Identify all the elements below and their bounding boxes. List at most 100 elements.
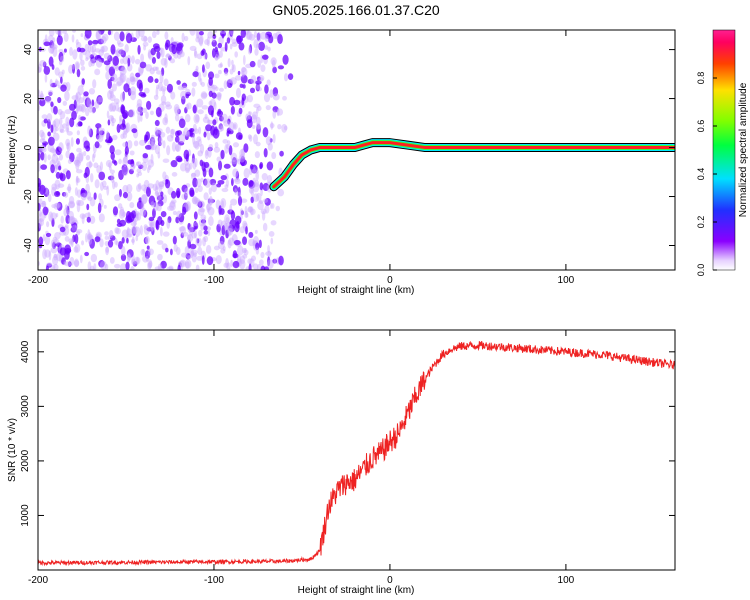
noise-dot <box>80 59 85 67</box>
noise-dot <box>72 30 77 33</box>
noise-dot <box>266 79 271 86</box>
noise-dot <box>266 161 274 171</box>
noise-dot <box>138 30 145 37</box>
noise-dot <box>80 104 86 113</box>
noise-dot <box>203 53 208 60</box>
noise-dot <box>269 122 275 129</box>
noise-dot <box>66 186 72 192</box>
noise-dot <box>203 131 207 138</box>
snr-frame <box>37 329 676 571</box>
noise-dot <box>55 78 58 86</box>
noise-dot <box>170 199 177 204</box>
noise-dot <box>231 157 237 168</box>
noise-dot <box>172 210 177 216</box>
noise-dot <box>71 34 75 43</box>
noise-dot <box>122 191 128 199</box>
noise-dot <box>201 92 208 98</box>
noise-dot <box>259 182 264 191</box>
noise-dot <box>113 98 120 105</box>
noise-dot <box>240 74 248 84</box>
noise-dot <box>90 58 96 67</box>
noise-dot <box>176 157 183 163</box>
noise-dot <box>111 83 117 92</box>
noise-dot <box>241 70 245 78</box>
noise-dot <box>193 50 198 59</box>
noise-dot <box>197 138 202 147</box>
noise-dot <box>197 201 203 208</box>
noise-dot <box>171 172 178 177</box>
noise-dot <box>181 206 187 216</box>
noise-dot <box>79 116 86 121</box>
noise-dot <box>48 91 53 96</box>
noise-dot <box>216 223 221 233</box>
noise-dot <box>217 123 223 133</box>
noise-dot <box>67 261 72 267</box>
noise-dot <box>65 127 70 133</box>
noise-dot <box>206 132 211 141</box>
noise-dot <box>105 246 110 256</box>
noise-dot <box>249 87 256 94</box>
noise-dot <box>114 237 118 245</box>
noise-dot <box>154 126 159 138</box>
noise-dot <box>161 101 167 106</box>
noise-dot <box>76 130 80 136</box>
noise-dot <box>223 222 229 231</box>
noise-dot <box>38 104 41 112</box>
noise-dot <box>219 62 223 68</box>
noise-dot <box>59 172 64 180</box>
noise-dot <box>138 197 142 203</box>
noise-dot <box>184 114 191 123</box>
noise-dot <box>190 249 198 255</box>
noise-dot <box>38 236 44 246</box>
noise-dot <box>102 185 109 190</box>
noise-dot <box>178 118 186 129</box>
noise-dot <box>247 134 252 140</box>
noise-dot <box>89 265 95 270</box>
noise-dot <box>237 195 243 206</box>
noise-dot <box>129 72 135 82</box>
noise-dot <box>236 245 244 256</box>
noise-dot <box>218 205 222 216</box>
noise-dot <box>160 210 167 218</box>
noise-dot <box>241 247 247 254</box>
noise-dot <box>41 200 46 205</box>
noise-dot <box>119 48 125 56</box>
noise-dot <box>48 30 55 37</box>
noise-dot <box>75 105 83 112</box>
noise-dot <box>65 150 70 159</box>
noise-dot <box>80 192 87 201</box>
noise-dot <box>225 217 230 223</box>
noise-dot <box>68 201 75 208</box>
noise-dot <box>130 163 135 171</box>
noise-dot <box>184 134 189 141</box>
noise-dot <box>145 134 149 142</box>
noise-dot <box>130 265 135 270</box>
noise-dot <box>232 168 239 178</box>
signal-track-line <box>271 140 675 190</box>
noise-dot <box>104 241 109 247</box>
noise-dot <box>253 39 259 49</box>
noise-dot <box>245 226 248 235</box>
noise-dot <box>190 172 197 177</box>
noise-dot <box>38 209 42 217</box>
noise-dot <box>233 99 241 106</box>
noise-dot <box>247 46 252 55</box>
noise-dot <box>116 218 121 224</box>
noise-dot <box>202 236 207 247</box>
noise-dot <box>207 206 215 216</box>
noise-dot <box>38 152 41 162</box>
noise-dot <box>159 47 163 56</box>
noise-dot <box>207 230 211 237</box>
noise-dot <box>91 153 95 163</box>
noise-dot <box>62 100 68 106</box>
noise-dot <box>176 210 182 219</box>
noise-dot <box>239 255 246 264</box>
noise-dot <box>57 183 65 188</box>
noise-dot <box>63 192 69 198</box>
noise-dot <box>287 73 294 80</box>
noise-dot <box>174 106 180 116</box>
noise-dot <box>110 152 115 161</box>
noise-dot <box>46 188 49 197</box>
noise-dot <box>122 156 128 167</box>
